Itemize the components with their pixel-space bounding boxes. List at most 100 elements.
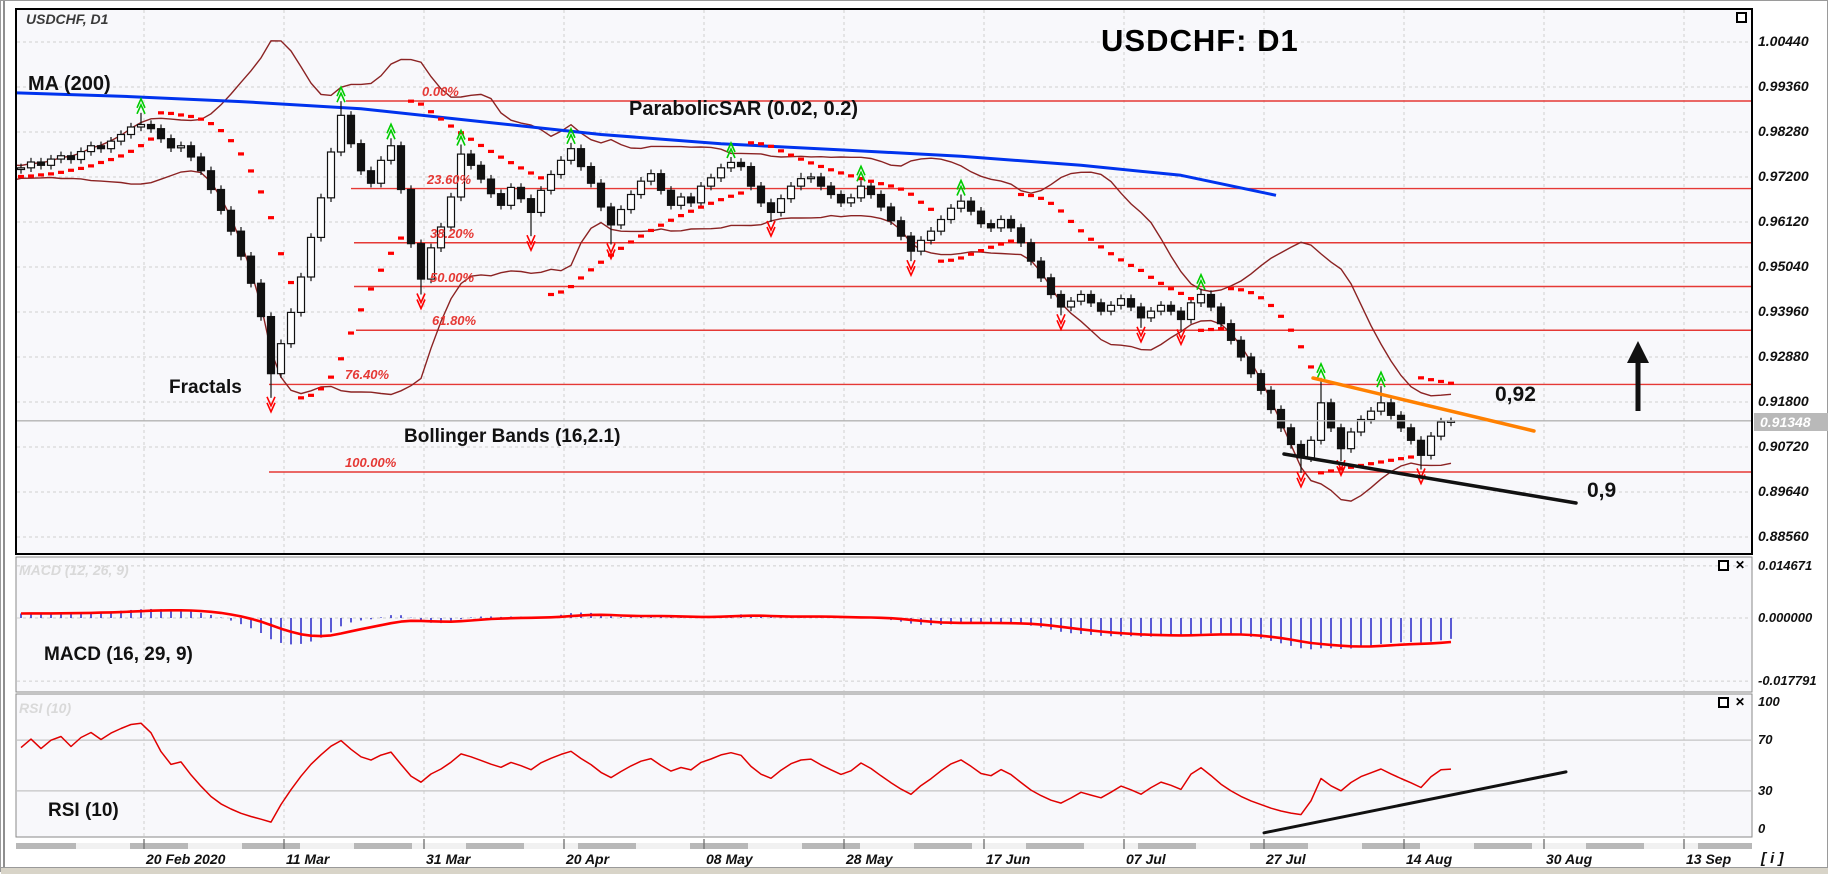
up-arrow-icon[interactable] (1627, 341, 1649, 411)
candle-body (1346, 431, 1356, 450)
candle-body (1396, 414, 1406, 429)
sar-dot (798, 157, 804, 161)
rsi-restore-icon[interactable] (1718, 697, 1729, 708)
price-scale-label: 0.98280 (1758, 123, 1809, 139)
candle-body (846, 197, 856, 204)
rsi-pane-label: RSI (10) (19, 700, 72, 716)
sar-dot (1398, 457, 1404, 461)
rsi-pane[interactable] (15, 693, 1753, 838)
sar-dot (728, 194, 734, 198)
sar-dot (528, 171, 534, 175)
candle-body (1426, 435, 1436, 456)
candle-body (1206, 293, 1216, 308)
sar-dot (1298, 345, 1304, 349)
main-pane[interactable] (15, 8, 1753, 555)
trendline-rsi-trend[interactable] (1262, 770, 1568, 835)
sar-dot (628, 240, 634, 244)
sar-dot (48, 172, 54, 176)
restore-icon[interactable] (1736, 12, 1747, 23)
x-axis-label: 20 Feb 2020 (146, 851, 226, 867)
h-scrollbar-notch (1420, 843, 1474, 849)
macd-pane[interactable] (15, 556, 1753, 693)
sar-dot (418, 102, 424, 106)
sar-dot (998, 242, 1004, 246)
sar-dot (338, 357, 344, 361)
candle-body (776, 198, 786, 214)
level-09-label: 0,9 (1587, 479, 1617, 502)
sar-dot (668, 218, 674, 222)
candle-body (236, 230, 246, 257)
candle-body (426, 247, 436, 280)
sar-dot (1368, 462, 1374, 466)
candle-body (176, 145, 186, 149)
candle-body (696, 185, 706, 204)
sar-dot (478, 143, 484, 148)
sar-dot (298, 396, 304, 400)
sar-dot (108, 157, 114, 162)
price-scale-label: 0.90720 (1758, 438, 1809, 454)
sar-dot (168, 111, 174, 116)
fractal-up-icon (726, 141, 736, 159)
sar-dot (848, 174, 854, 178)
sar-dot (428, 110, 434, 114)
h-scrollbar-notch (1084, 843, 1138, 849)
macd-annotation: MACD (16, 29, 9) (44, 644, 193, 665)
rsi-scale-label: 30 (1758, 782, 1773, 798)
candle-body (1276, 408, 1286, 429)
sar-dot (288, 280, 294, 285)
candle-body (446, 196, 456, 228)
sar-dot (788, 153, 794, 157)
candle-body (706, 177, 716, 187)
macd-restore-icon[interactable] (1718, 560, 1729, 571)
macd-close-icon[interactable]: ✕ (1735, 558, 1746, 572)
sar-dot (268, 216, 274, 220)
sar-dot (138, 144, 144, 148)
sar-dot (1318, 471, 1324, 475)
candle-body (396, 145, 406, 191)
candle-body (96, 145, 106, 150)
rsi-scale-label: 100 (1758, 694, 1780, 709)
fractal-down-icon (766, 220, 776, 238)
fractal-up-icon (856, 164, 866, 182)
candle-body (686, 196, 696, 204)
h-scrollbar-notch (1532, 843, 1586, 849)
sar-dot (928, 207, 934, 211)
sar-dot (868, 179, 874, 183)
h-scrollbar-notch (748, 843, 802, 849)
bollinger-annotation: Bollinger Bands (16,2.1) (404, 426, 621, 447)
candle-body (806, 176, 816, 180)
candle-body (1436, 421, 1446, 437)
sar-dot (948, 258, 954, 262)
sar-dot (188, 114, 194, 119)
fractal-up-icon (566, 126, 576, 145)
sar-dot (1198, 328, 1204, 332)
candle-body (726, 161, 736, 169)
sar-dot (1348, 465, 1354, 469)
sar-dot (568, 284, 574, 289)
sar-dot (468, 137, 474, 141)
sar-dot (408, 99, 414, 103)
trendline-resistance-092[interactable] (1311, 376, 1536, 433)
x-axis-label: 14 Aug (1406, 851, 1453, 867)
x-axis-label: 20 Apr (566, 851, 610, 867)
candle-body (946, 207, 956, 221)
trendline-support-09[interactable] (1282, 452, 1578, 505)
sar-dot (1428, 378, 1434, 382)
candle-body (166, 138, 176, 149)
sar-dot (898, 187, 904, 191)
candle-body (876, 193, 886, 208)
sar-dot (278, 252, 284, 256)
sar-dot (1328, 469, 1334, 473)
info-icon[interactable]: [ i ] (1761, 850, 1784, 867)
price-scale-label: 0.95040 (1758, 258, 1809, 274)
sar-dot (838, 171, 844, 175)
candle-body (1166, 304, 1176, 312)
sar-dot (878, 182, 884, 186)
rsi-close-icon[interactable]: ✕ (1735, 695, 1746, 709)
sar-dot (378, 268, 384, 272)
sar-dot (488, 149, 494, 154)
candle-body (856, 185, 866, 199)
candle-body (46, 158, 56, 166)
candle-body (86, 145, 96, 153)
